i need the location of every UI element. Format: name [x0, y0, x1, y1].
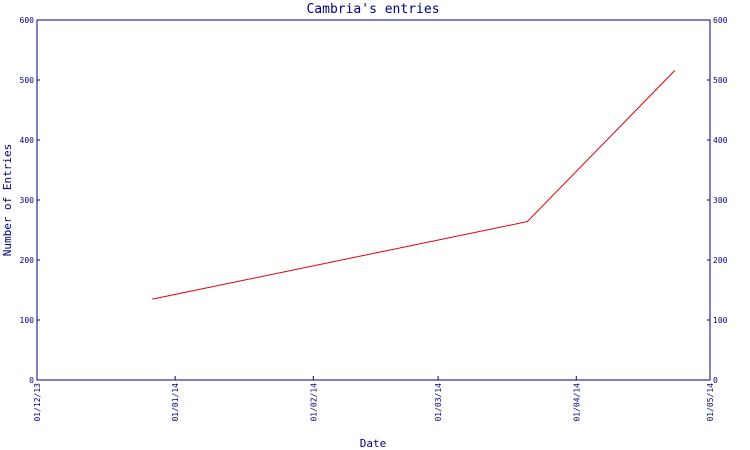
- data-point-0-0: [152, 298, 154, 300]
- x-tick-label-0: 01/12/13: [33, 383, 42, 422]
- y-tick-label-left-600: 600: [20, 16, 35, 25]
- y-tick-label-right-600: 600: [713, 16, 728, 25]
- y-axis-label: Number of Entries: [1, 144, 14, 257]
- y-tick-label-left-200: 200: [20, 256, 35, 265]
- y-tick-label-left-400: 400: [20, 136, 35, 145]
- series-group: [152, 70, 675, 300]
- y-tick-label-left-100: 100: [20, 316, 35, 325]
- y-tick-label-right-500: 500: [713, 76, 728, 85]
- y-tick-label-right-200: 200: [713, 256, 728, 265]
- y-tick-label-right-300: 300: [713, 196, 728, 205]
- x-axis-label: Date: [360, 437, 387, 450]
- y-axis-left: 0 100 200 300 400 500 600: [20, 16, 40, 385]
- series-line-0: [152, 70, 675, 300]
- y-tick-label-left-0: 0: [29, 376, 34, 385]
- plot-area-frame: [36, 19, 711, 381]
- x-tick-label-3: 01/03/14: [434, 383, 443, 422]
- y-tick-label-left-500: 500: [20, 76, 35, 85]
- x-axis: 01/12/13 01/01/14 01/02/14 01/03/14 01/04/14…: [33, 376, 715, 422]
- data-point-0-2: [673, 70, 675, 72]
- x-tick-label-4: 01/04/14: [572, 383, 581, 422]
- x-tick-label-5: 01/05/14: [706, 383, 715, 422]
- data-point-0-1: [526, 221, 528, 223]
- y-tick-label-right-0: 0: [713, 376, 718, 385]
- y-axis-right: 0 100 200 300 400 500 600: [707, 16, 728, 385]
- x-tick-label-1: 01/01/14: [171, 383, 180, 422]
- chart-title: Cambria's entries: [306, 2, 439, 17]
- y-tick-label-right-400: 400: [713, 136, 728, 145]
- y-tick-label-left-300: 300: [20, 196, 35, 205]
- x-tick-label-2: 01/02/14: [309, 383, 318, 422]
- y-tick-label-right-100: 100: [713, 316, 728, 325]
